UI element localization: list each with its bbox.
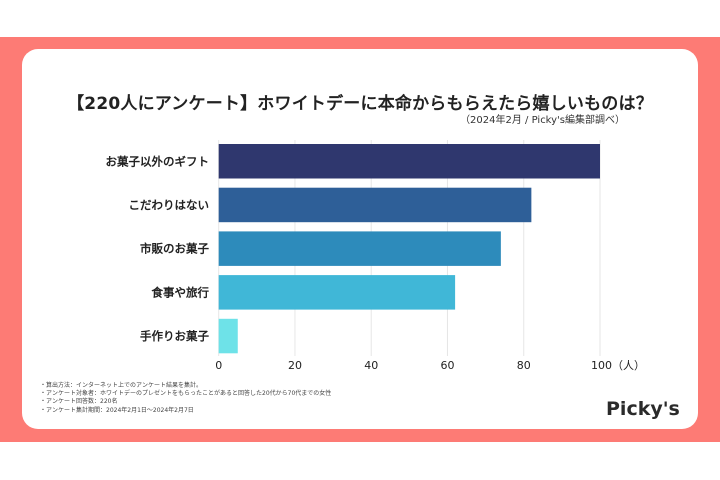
bar: [218, 144, 600, 179]
bar: [218, 187, 532, 223]
bar: [218, 275, 456, 310]
x-tick-label: 20: [288, 359, 302, 372]
note-line: ・アンケート集計期間：2024年2月1日〜2024年2月7日: [40, 406, 194, 414]
category-label: 食事や旅行: [152, 285, 210, 299]
x-tick-label: 60: [440, 359, 454, 372]
notes: ・算出方法：インターネット上でのアンケート結果を集計。 ・アンケート対象者：ホワ…: [40, 382, 331, 415]
bar: [218, 318, 238, 354]
note-line: ・アンケート対象者：ホワイトデーのプレゼントをもらったことがあると回答した20代…: [40, 390, 332, 398]
pickys-logo: Picky's: [606, 398, 680, 420]
category-label: こだわりはない: [129, 198, 210, 212]
x-tick-label: 80: [517, 359, 531, 372]
category-label: 市販のお菓子: [140, 242, 209, 256]
x-tick-label: 0: [215, 359, 222, 372]
x-tick-label: 100（人）: [591, 359, 645, 372]
bar: [218, 231, 501, 266]
x-tick-label: 40: [364, 359, 378, 372]
category-label: お菓子以外のギフト: [106, 154, 210, 168]
note-line: ・アンケート回答数：220名: [40, 398, 118, 406]
note-line: ・算出方法：インターネット上でのアンケート結果を集計。: [40, 382, 203, 389]
chart-subtitle: （2024年2月 / Picky's編集部調べ）: [460, 115, 625, 126]
category-label: 手作りお菓子: [140, 329, 209, 343]
chart-title: 【220人にアンケート】ホワイトデーに本命からもらえたら嬉しいものは？: [67, 94, 653, 114]
